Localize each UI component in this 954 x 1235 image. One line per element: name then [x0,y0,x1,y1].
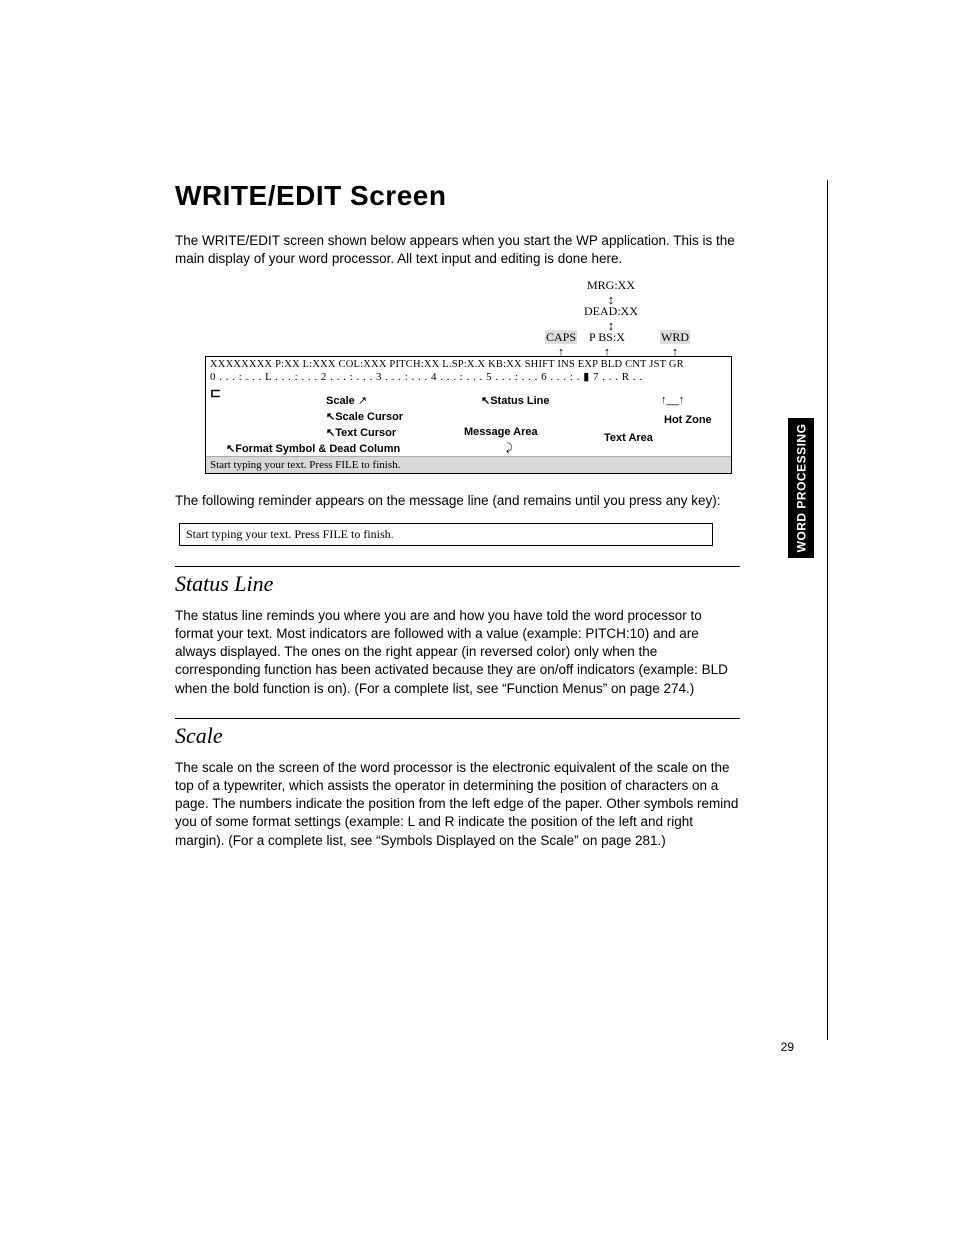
side-tab-label: WORD PROCESSING [794,424,808,553]
annot-text-cursor: ↖Text Cursor [326,426,396,439]
status-line-row: XXXXXXXX P:XX L:XXX COL:XXX PITCH:XX L.S… [206,357,731,370]
body-scale: The scale on the screen of the word proc… [175,759,740,850]
page-number: 29 [781,1040,794,1054]
screen-box: XXXXXXXX P:XX L:XXX COL:XXX PITCH:XX L.S… [205,356,732,474]
annot-hot-zone: Hot Zone [664,414,712,426]
annot-status-line: ↖Status Line [481,394,550,407]
annot-format-symbol: ↖Format Symbol & Dead Column [226,442,400,455]
annot-scale: Scale ↗ [326,394,367,407]
page-title: WRITE/EDIT Screen [175,180,740,212]
rule-2 [175,718,740,719]
reminder-box: Start typing your text. Press FILE to fi… [179,523,713,546]
side-tab: WORD PROCESSING [788,418,814,558]
heading-status-line: Status Line [175,571,740,597]
cursor-mark: ⊏ [210,385,221,400]
hotzone-bracket: ↑__↑ [661,394,684,406]
body-status-line: The status line reminds you where you ar… [175,607,740,698]
annot-message-area: Message Area [464,426,538,438]
edit-area: ⊏ Scale ↗ ↖Scale Cursor ↖Text Cursor ↖Fo… [206,384,731,456]
annot-scale-cursor: ↖Scale Cursor [326,410,403,423]
after-diagram-text: The following reminder appears on the me… [175,492,740,510]
page-content: WRITE/EDIT Screen The WRITE/EDIT screen … [175,180,740,860]
right-margin-line [827,180,828,1040]
scale-row: 0 . . . : . . . L . . . : . . . 2 . . . … [206,370,731,384]
heading-scale: Scale [175,723,740,749]
message-bar: Start typing your text. Press FILE to fi… [206,456,731,473]
rule-1 [175,566,740,567]
intro-paragraph: The WRITE/EDIT screen shown below appear… [175,232,740,268]
screen-diagram: MRG:XX↕ DEAD:XX↕ CAPS↑ P BS:X↑ WRD↑ XXXX… [205,278,740,474]
annot-text-area: Text Area [604,432,653,444]
